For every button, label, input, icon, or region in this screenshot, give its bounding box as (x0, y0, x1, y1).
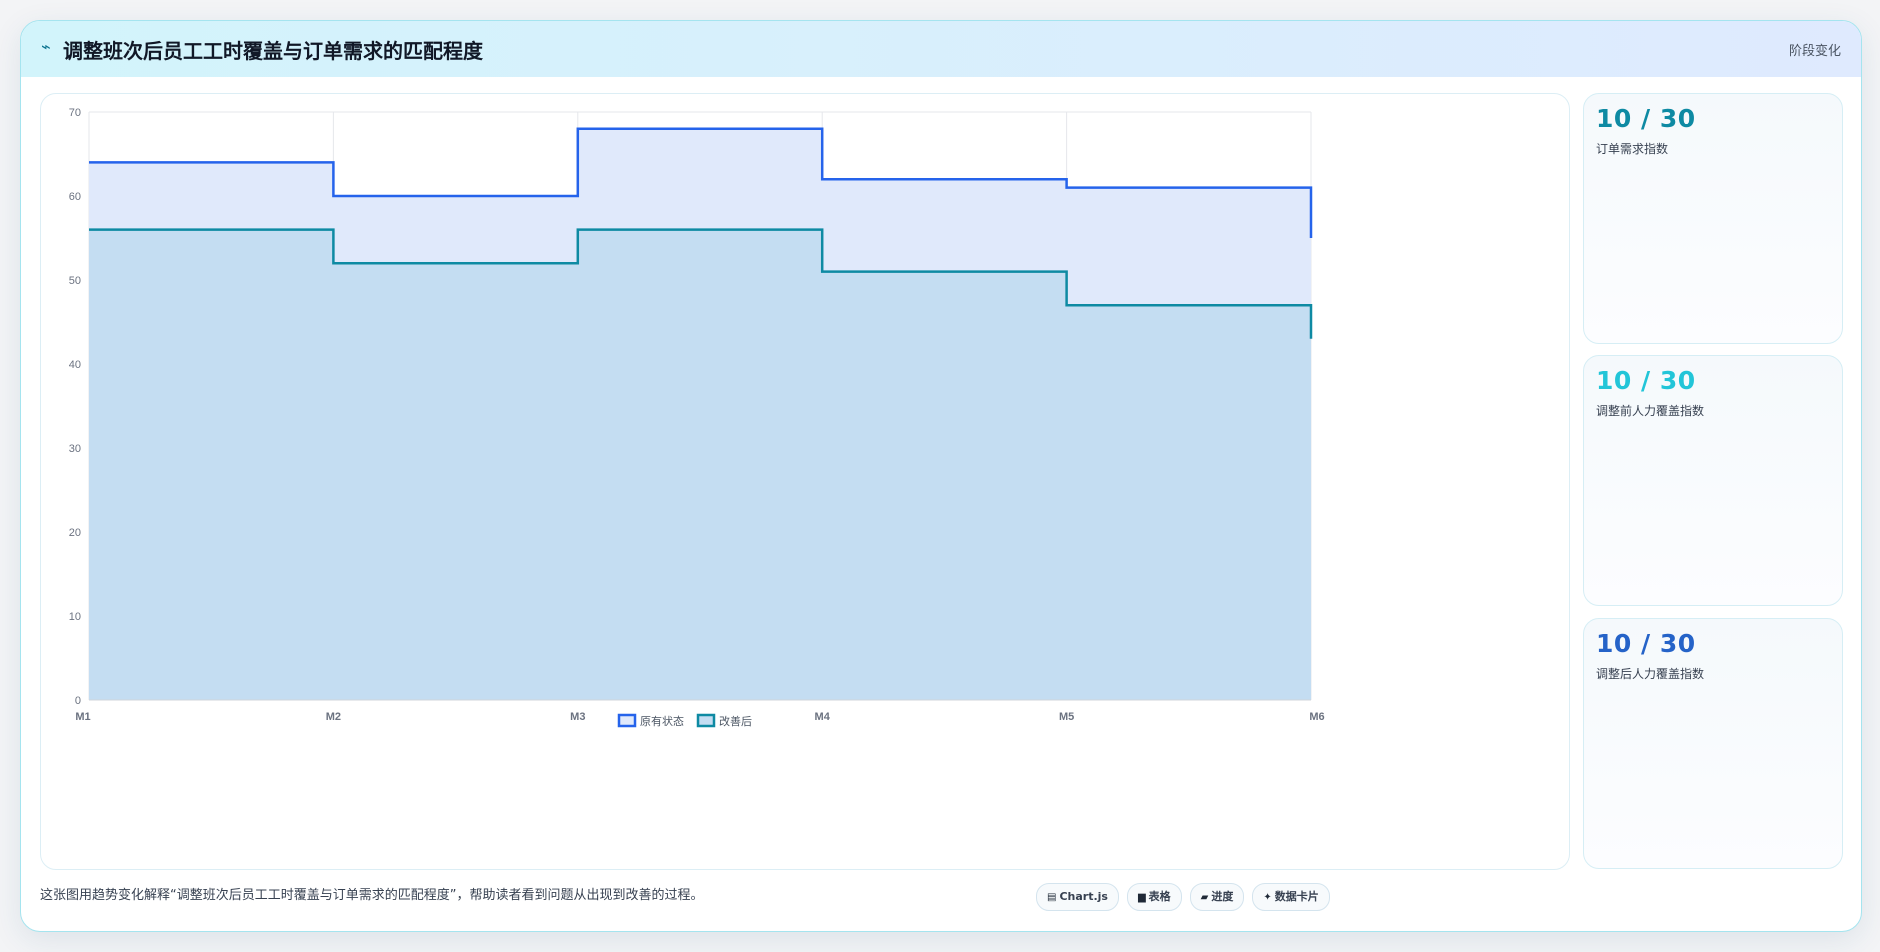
chart-description: 这张图用趋势变化解释“调整班次后员工工时覆盖与订单需求的匹配程度”，帮助读者看到… (40, 888, 704, 903)
stage-tag: 阶段变化 (1788, 44, 1841, 59)
y-tick-label: 0 (75, 695, 81, 707)
pill-chartjs[interactable]: ▤ Chart.js (1036, 883, 1119, 911)
y-tick-label: 60 (69, 191, 81, 203)
pill-chartjs-label: Chart.js (1059, 890, 1108, 903)
order-demand-card: 10 / 30 订单需求指数 (1583, 93, 1843, 344)
page-title: 调整班次后员工工时覆盖与订单需求的匹配程度 (63, 39, 483, 63)
legend-swatch-1 (617, 713, 637, 728)
y-tick-label: 30 (69, 443, 81, 455)
y-tick-label: 20 (69, 527, 81, 539)
x-tick-label: M3 (570, 711, 585, 723)
after-coverage-label: 调整后人力覆盖指数 (1596, 667, 1705, 681)
y-tick-label: 50 (69, 275, 81, 287)
before-coverage-card: 10 / 30 调整前人力覆盖指数 (1583, 355, 1843, 606)
step-area-chart: 0 10 20 30 40 50 60 70 M1 M2 M3 M4 M5 M6 原有状态 改善后 (69, 107, 1325, 728)
chart-panel: 0 10 20 30 40 50 60 70 M1 M2 M3 M4 M5 M6 原有状态 改善后 (40, 93, 1570, 870)
tech-pills: ▤ Chart.js ▆ 表格 ▰ 进度 ✦ 数据卡片 (1036, 883, 1330, 911)
pill-progress[interactable]: ▰ 进度 (1189, 883, 1245, 911)
pill-progress-label: 进度 (1211, 890, 1234, 903)
card-header: ⌁ 调整班次后员工工时覆盖与订单需求的匹配程度 阶段变化 (21, 21, 1861, 77)
before-coverage-label: 调整前人力覆盖指数 (1596, 404, 1705, 418)
pill-table-label: 表格 (1148, 890, 1171, 903)
chart-icon: ▤ (1047, 892, 1057, 903)
y-tick-label: 40 (69, 359, 81, 371)
y-tick-label: 70 (69, 107, 81, 119)
x-tick-label: M4 (815, 711, 831, 723)
chart-icon: ⌁ (41, 37, 51, 56)
table-icon: ▆ (1137, 892, 1146, 903)
progress-icon: ▰ (1200, 892, 1209, 903)
order-demand-label: 订单需求指数 (1596, 142, 1669, 156)
legend-label-1: 原有状态 (640, 714, 684, 728)
before-coverage-value: 10 / 30 (1596, 366, 1696, 395)
card-icon: ✦ (1263, 892, 1272, 903)
x-tick-label: M1 (75, 711, 90, 723)
series-area-2 (89, 229, 1311, 700)
legend-label-2: 改善后 (719, 714, 752, 728)
series-line-2 (89, 228, 1313, 339)
y-tick-label: 10 (69, 611, 81, 623)
pill-data-card[interactable]: ✦ 数据卡片 (1252, 883, 1330, 911)
x-tick-label: M2 (326, 711, 341, 723)
pill-table[interactable]: ▆ 表格 (1126, 883, 1182, 911)
x-tick-label: M6 (1309, 711, 1324, 723)
dashboard-card: ⌁ 调整班次后员工工时覆盖与订单需求的匹配程度 阶段变化 0 10 20 30 40 50… (20, 20, 1862, 932)
series-line-1 (89, 127, 1313, 238)
legend-swatch-2 (696, 713, 716, 728)
order-demand-value: 10 / 30 (1596, 104, 1696, 133)
pill-data-card-label: 数据卡片 (1274, 890, 1319, 903)
after-coverage-value: 10 / 30 (1596, 629, 1696, 658)
x-tick-label: M5 (1059, 711, 1074, 723)
after-coverage-card: 10 / 30 调整后人力覆盖指数 (1583, 618, 1843, 869)
